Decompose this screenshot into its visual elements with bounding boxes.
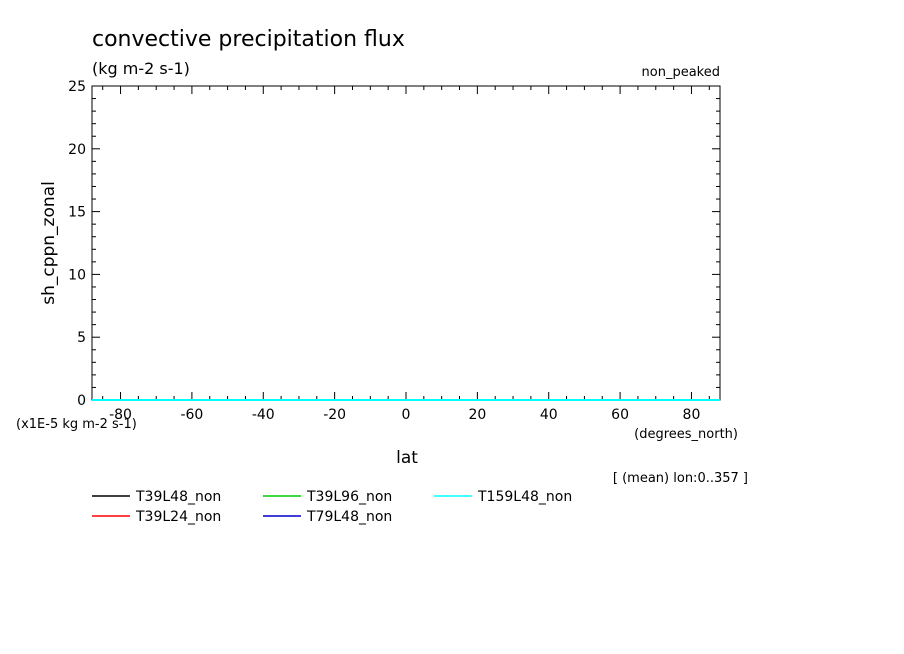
y-tick-label: 25	[68, 79, 86, 95]
legend: T39L48_non T39L24_non T39L96_non T79L48_non…	[92, 489, 572, 525]
legend-label: T39L24_non	[135, 509, 221, 525]
plot-axes	[91, 85, 721, 401]
x-tick-label: 0	[402, 407, 411, 423]
plot-frame	[91, 85, 721, 401]
y-scale-note: (x1E-5 kg m-2 s-1)	[16, 417, 137, 432]
y-tick-label: 0	[77, 393, 86, 409]
y-tick-label: 15	[68, 205, 86, 221]
x-tick-labels: -80 -60 -40 -20 0 20 40 60 80	[109, 407, 700, 423]
x-tick-label: -80	[109, 407, 132, 423]
legend-label: T39L96_non	[306, 489, 392, 505]
legend-label: T39L48_non	[135, 489, 221, 505]
x-tick-label: 80	[683, 407, 701, 423]
legend-label: T159L48_non	[477, 489, 572, 505]
x-tick-label: 40	[540, 407, 558, 423]
chart-subtitle: (kg m-2 s-1)	[92, 59, 190, 78]
x-axis-label: lat	[396, 448, 418, 468]
y-tick-label: 5	[77, 330, 86, 346]
top-right-label: non_peaked	[642, 65, 720, 80]
y-tick-label: 10	[68, 267, 86, 283]
x-tick-label: 60	[611, 407, 629, 423]
y-axis-label: sh_cppn_zonal	[39, 181, 59, 305]
x-tick-label: -60	[180, 407, 203, 423]
x-tick-label: -20	[323, 407, 346, 423]
chart-title: convective precipitation flux	[92, 27, 405, 52]
x-units-label: (degrees_north)	[634, 427, 738, 442]
x-tick-label: 20	[468, 407, 486, 423]
footnote: [ (mean) lon:0..357 ]	[613, 471, 748, 486]
y-tick-label: 20	[68, 142, 86, 158]
x-tick-label: -40	[252, 407, 275, 423]
y-tick-labels: 0 5 10 15 20 25	[68, 79, 86, 409]
legend-label: T79L48_non	[306, 509, 392, 525]
